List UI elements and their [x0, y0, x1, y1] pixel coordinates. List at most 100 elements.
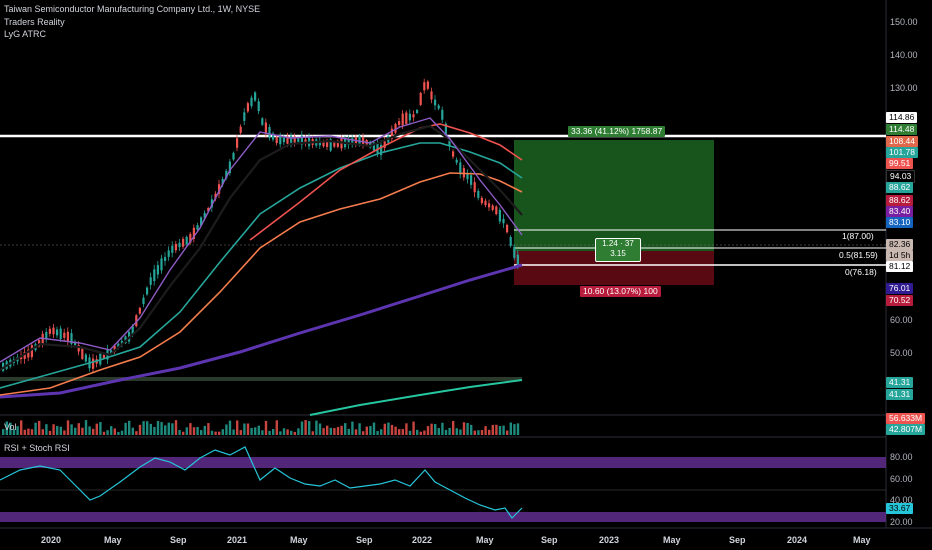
candle-body [171, 245, 174, 253]
volume-bar [149, 423, 152, 435]
candle-body [77, 344, 80, 352]
candle-body [369, 141, 372, 148]
volume-bar [423, 430, 426, 435]
candle-body [362, 137, 365, 145]
price-badge: 81.12 [886, 261, 914, 272]
candle-body [286, 136, 289, 144]
volume-bar [102, 431, 106, 435]
candle-body [506, 224, 509, 233]
indicator-label-traders-reality[interactable]: Traders Reality [4, 17, 65, 27]
candle-body [243, 112, 246, 121]
candle-body [257, 101, 260, 111]
time-label: May [663, 535, 681, 545]
volume-bar [124, 422, 127, 435]
volume-bar [128, 420, 131, 435]
price-tick: 60.00 [890, 315, 913, 325]
volume-bar [408, 430, 412, 435]
candle-body [326, 141, 329, 147]
volume-bar [401, 429, 404, 435]
volume-label[interactable]: Vol [4, 422, 17, 432]
candle-body [142, 297, 145, 305]
volume-bar [387, 422, 390, 435]
ema-teal-slow-line [309, 379, 523, 416]
price-tick: 150.00 [890, 17, 918, 27]
candle-body [102, 355, 105, 359]
volume-bar [506, 430, 509, 435]
volume-bar [311, 431, 314, 435]
rsi-label[interactable]: RSI + Stoch RSI [4, 443, 70, 453]
volume-bar [160, 422, 163, 435]
volume-bar [290, 430, 293, 435]
candle-body [174, 243, 177, 251]
candle-body [45, 331, 48, 339]
volume-bar [218, 431, 221, 435]
volume-bar [9, 422, 12, 435]
rsi-tick: 60.00 [890, 474, 913, 484]
candle-body [282, 137, 285, 143]
price-tick: 140.00 [890, 50, 918, 60]
candle-body [401, 113, 404, 126]
candle-body [455, 159, 458, 163]
ema-purple-line [0, 117, 523, 363]
volume-bar [192, 427, 196, 435]
volume-bar [77, 423, 80, 435]
volume-bar [12, 429, 16, 435]
rsi-line [0, 446, 523, 519]
volume-bar [480, 430, 484, 435]
volume-badge: 56.633M [886, 413, 926, 424]
bar-countdown-badge: 1d 5h [886, 250, 914, 261]
candle-body [70, 333, 73, 344]
volume-bar [228, 420, 232, 435]
volume-bar [336, 427, 340, 435]
volume-bar [365, 426, 368, 435]
candle-body [502, 218, 505, 224]
candle-body [347, 139, 350, 145]
price-badge: 41.31 [886, 389, 914, 400]
price-badge: 101.78 [886, 147, 918, 158]
candle-body [131, 326, 134, 335]
candlestick-series [2, 78, 519, 374]
candle-body [117, 343, 120, 348]
risk-reward-box[interactable]: 1.24 · 37 3.15 [595, 238, 641, 262]
volume-bar [95, 423, 98, 435]
volume-bar [358, 423, 361, 435]
price-badge: 76.01 [886, 283, 914, 294]
volume-bar [380, 429, 383, 435]
volume-bar [106, 430, 109, 435]
volume-bar [167, 422, 170, 435]
candle-body [434, 99, 437, 106]
candle-body [113, 345, 116, 353]
volume-bar [146, 421, 149, 435]
take-profit-zone[interactable] [514, 140, 714, 251]
volume-bar [210, 430, 214, 435]
candle-body [182, 238, 185, 247]
volume-bar [509, 422, 512, 435]
volume-bar [354, 429, 358, 435]
candle-body [419, 92, 422, 105]
candle-body [207, 207, 210, 212]
candle-body [228, 161, 231, 174]
volume-bar [120, 430, 124, 435]
candle-body [81, 347, 84, 359]
candle-body [480, 197, 483, 204]
volume-bar [516, 423, 520, 435]
candle-body [408, 113, 411, 121]
candle-body [513, 246, 516, 258]
time-label: 2024 [787, 535, 808, 545]
candle-body [459, 162, 462, 175]
candle-body [426, 81, 429, 89]
price-badge: 99.51 [886, 158, 914, 169]
indicator-label-lyg-atrc[interactable]: LyG ATRC [4, 29, 47, 39]
candle-body [405, 112, 408, 125]
volume-bar [23, 429, 26, 435]
candle-body [110, 350, 113, 354]
volume-bar [138, 424, 142, 435]
volume-bar [59, 426, 62, 435]
time-label: May [853, 535, 871, 545]
candle-body [308, 136, 311, 147]
volume-bar [156, 421, 160, 435]
price-badge: 83.10 [886, 217, 914, 228]
candle-body [185, 236, 188, 245]
